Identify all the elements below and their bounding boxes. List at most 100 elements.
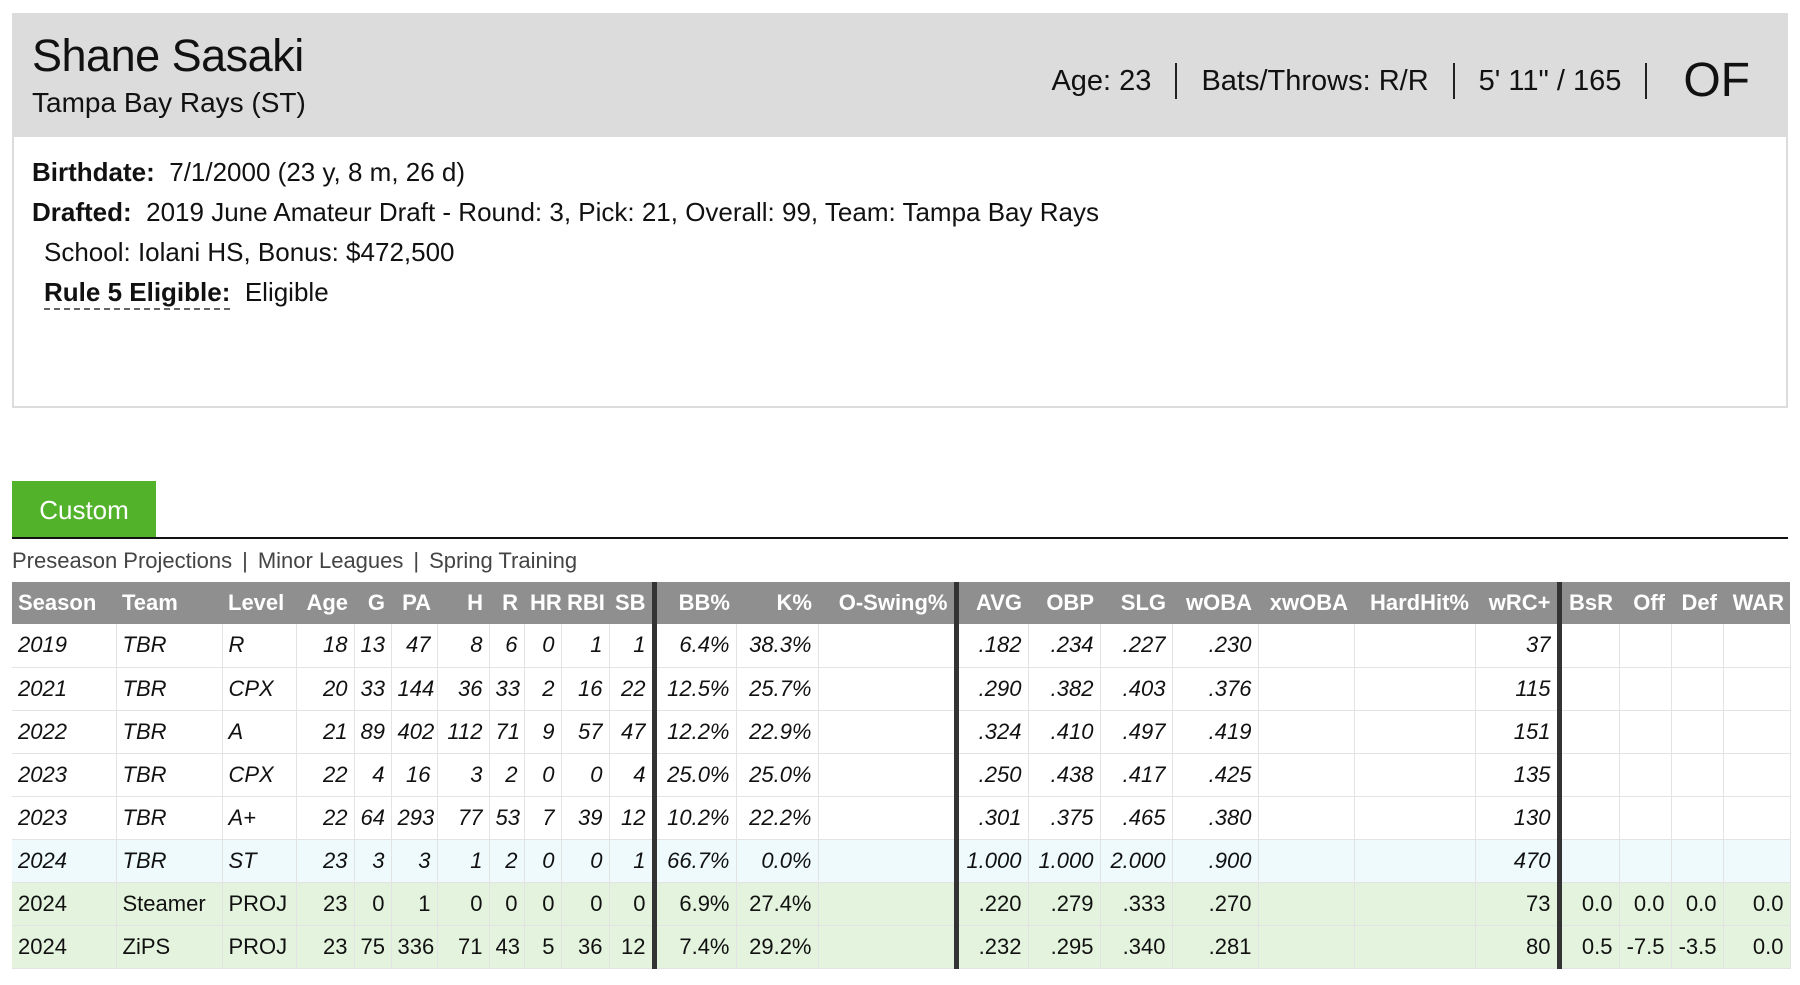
table-cell <box>818 839 959 883</box>
table-cell: 23 <box>296 882 355 926</box>
column-header[interactable]: R <box>489 582 524 624</box>
table-cell: 2022 <box>12 710 117 754</box>
table-cell: 336 <box>391 925 438 969</box>
table-cell: 2023 <box>12 796 117 840</box>
table-cell: 73 <box>1475 882 1562 926</box>
table-row: 2024 TBR ST 23 3 3 1 2 0 0 1 66.7% 0.0% 1.000 1.000 2.0… <box>12 839 1791 883</box>
column-header[interactable]: HardHit% <box>1354 582 1475 624</box>
subnav-preseason-projections[interactable]: Preseason Projections <box>12 548 233 573</box>
table-cell: 0 <box>561 753 610 797</box>
table-cell: .403 <box>1100 667 1173 711</box>
table-cell: 1 <box>609 624 657 668</box>
table-cell: 0.0% <box>736 839 819 883</box>
column-header[interactable]: wOBA <box>1172 582 1258 624</box>
subnav-spring-training[interactable]: Spring Training <box>429 548 578 573</box>
table-cell: .234 <box>1028 624 1101 668</box>
table-cell <box>1258 624 1355 668</box>
table-header-row: Season Team Level Age G PA H R HR RBI SB BB% K% O-Swi… <box>12 582 1790 624</box>
table-cell <box>1671 839 1724 883</box>
table-cell: 7 <box>524 796 562 840</box>
table-cell: .227 <box>1100 624 1173 668</box>
table-cell: CPX <box>222 667 297 711</box>
table-cell: 0 <box>524 753 562 797</box>
table-cell: TBR <box>116 753 223 797</box>
table-cell: 71 <box>437 925 490 969</box>
column-header[interactable]: PA <box>391 582 437 624</box>
table-cell <box>1619 710 1672 754</box>
table-cell: 6 <box>489 624 525 668</box>
table-cell <box>1723 839 1791 883</box>
column-header[interactable]: AVG <box>956 582 1028 624</box>
table-cell: 2019 <box>12 624 117 668</box>
table-cell <box>1354 839 1476 883</box>
table-cell: TBR <box>116 667 223 711</box>
table-cell <box>1258 839 1355 883</box>
table-cell <box>1258 925 1355 969</box>
column-header[interactable]: BB% <box>654 582 736 624</box>
column-header[interactable]: xwOBA <box>1258 582 1354 624</box>
column-header[interactable]: RBI <box>561 582 609 624</box>
table-cell <box>818 925 959 969</box>
table-cell <box>1723 753 1791 797</box>
table-cell <box>1258 796 1355 840</box>
subnav-minor-leagues[interactable]: Minor Leagues <box>257 548 404 573</box>
column-header[interactable]: Season <box>12 582 116 624</box>
table-cell: .324 <box>956 710 1029 754</box>
rule5-label[interactable]: Rule 5 Eligible: <box>44 277 231 310</box>
table-cell <box>818 796 959 840</box>
column-header[interactable]: HR <box>524 582 562 624</box>
table-cell <box>1723 667 1791 711</box>
table-cell: 8 <box>437 624 490 668</box>
table-cell: .295 <box>1028 925 1101 969</box>
column-header[interactable]: OBP <box>1028 582 1100 624</box>
table-cell: 66.7% <box>654 839 737 883</box>
column-header[interactable]: BsR <box>1559 582 1619 624</box>
table-cell: 2 <box>524 667 562 711</box>
column-header[interactable]: SB <box>609 582 657 624</box>
table-cell <box>1354 882 1476 926</box>
table-cell <box>1619 753 1672 797</box>
table-cell: 1 <box>391 882 438 926</box>
table-cell: 0 <box>437 882 490 926</box>
table-cell: 22 <box>609 667 657 711</box>
column-header[interactable]: Def <box>1671 582 1723 624</box>
column-header[interactable]: Off <box>1619 582 1671 624</box>
table-cell: PROJ <box>222 882 297 926</box>
drafted-value: 2019 June Amateur Draft - Round: 3, Pick… <box>146 197 1099 227</box>
table-cell: 0 <box>561 882 610 926</box>
table-cell: R <box>222 624 297 668</box>
birthdate-value: 7/1/2000 (23 y, 8 m, 26 d) <box>169 157 466 187</box>
table-cell <box>1723 624 1791 668</box>
column-header[interactable]: WAR <box>1723 582 1790 624</box>
column-header[interactable]: Level <box>222 582 296 624</box>
table-cell <box>1671 667 1724 711</box>
table-cell: 10.2% <box>654 796 737 840</box>
table-cell <box>818 710 959 754</box>
table-cell: .417 <box>1100 753 1173 797</box>
column-header[interactable]: H <box>437 582 489 624</box>
column-header[interactable]: Age <box>296 582 354 624</box>
table-cell: 2 <box>489 753 525 797</box>
table-cell: 9 <box>524 710 562 754</box>
column-header[interactable]: O-Swing% <box>818 582 959 624</box>
table-cell: 18 <box>296 624 355 668</box>
column-header[interactable]: wRC+ <box>1475 582 1562 624</box>
table-cell: TBR <box>116 710 223 754</box>
tab-custom[interactable]: Custom <box>12 481 156 539</box>
table-cell: 1 <box>437 839 490 883</box>
table-cell: 29.2% <box>736 925 819 969</box>
column-header[interactable]: G <box>354 582 391 624</box>
table-cell <box>818 882 959 926</box>
table-cell: 25.0% <box>736 753 819 797</box>
column-header[interactable]: Team <box>116 582 222 624</box>
table-cell: 77 <box>437 796 490 840</box>
table-cell: 47 <box>609 710 657 754</box>
player-bats-throws: Bats/Throws: R/R <box>1201 64 1429 97</box>
table-cell <box>1258 710 1355 754</box>
table-cell: 0 <box>524 624 562 668</box>
table-cell: 23 <box>296 925 355 969</box>
column-header[interactable]: SLG <box>1100 582 1172 624</box>
table-cell: 0.5 <box>1559 925 1620 969</box>
column-header[interactable]: K% <box>736 582 818 624</box>
table-cell: .270 <box>1172 882 1259 926</box>
